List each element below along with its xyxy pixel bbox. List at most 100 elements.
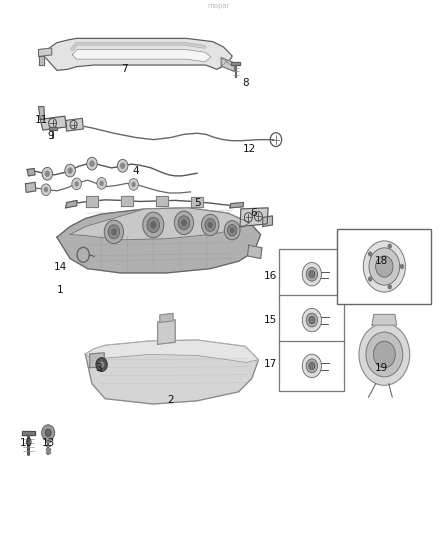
Circle shape (368, 251, 372, 256)
Polygon shape (121, 196, 133, 206)
Circle shape (366, 332, 403, 377)
Polygon shape (160, 313, 173, 322)
Circle shape (208, 222, 213, 228)
Circle shape (400, 264, 404, 269)
Polygon shape (247, 245, 262, 259)
Polygon shape (86, 196, 98, 207)
Polygon shape (39, 56, 44, 65)
Text: 8: 8 (242, 78, 249, 87)
Polygon shape (40, 116, 67, 130)
Circle shape (131, 182, 136, 187)
Circle shape (306, 313, 318, 327)
Polygon shape (230, 203, 244, 208)
Polygon shape (240, 208, 268, 227)
Polygon shape (39, 107, 45, 119)
Text: 16: 16 (264, 271, 277, 281)
Circle shape (306, 359, 318, 373)
Circle shape (181, 219, 187, 227)
Circle shape (174, 211, 194, 235)
Circle shape (302, 354, 321, 377)
Circle shape (45, 171, 50, 177)
Circle shape (205, 219, 215, 231)
Text: 3: 3 (95, 363, 102, 373)
Text: 10: 10 (20, 439, 33, 448)
Text: 6: 6 (251, 208, 258, 218)
Circle shape (306, 268, 318, 281)
Text: 11: 11 (35, 115, 48, 125)
Circle shape (65, 164, 75, 177)
Text: 4: 4 (132, 166, 139, 175)
Polygon shape (22, 431, 35, 435)
Text: 12: 12 (243, 144, 256, 154)
Circle shape (74, 181, 79, 187)
Circle shape (89, 160, 95, 167)
Polygon shape (231, 62, 240, 65)
Text: 18: 18 (374, 256, 388, 266)
Circle shape (309, 362, 315, 370)
Circle shape (178, 216, 190, 230)
Circle shape (143, 212, 164, 238)
Text: mopar: mopar (208, 3, 230, 9)
Polygon shape (66, 118, 83, 131)
Circle shape (373, 341, 395, 368)
Circle shape (42, 425, 55, 441)
Bar (337, 229, 431, 304)
Text: 1: 1 (57, 286, 64, 295)
Text: 9: 9 (47, 131, 54, 141)
Circle shape (99, 181, 104, 186)
Circle shape (388, 284, 392, 289)
Circle shape (224, 221, 240, 240)
Polygon shape (27, 168, 35, 176)
Circle shape (302, 263, 321, 286)
Text: 15: 15 (264, 315, 277, 325)
Polygon shape (158, 320, 175, 344)
Polygon shape (46, 448, 50, 450)
Circle shape (302, 308, 321, 332)
Circle shape (111, 228, 117, 236)
Circle shape (309, 271, 315, 278)
Circle shape (368, 277, 372, 282)
Polygon shape (46, 441, 50, 442)
Bar (279, 249, 344, 300)
Circle shape (97, 177, 106, 189)
Circle shape (44, 187, 48, 192)
Polygon shape (156, 196, 168, 206)
Circle shape (388, 244, 392, 249)
Circle shape (129, 179, 138, 190)
Text: 5: 5 (194, 198, 201, 207)
Circle shape (117, 159, 128, 172)
Circle shape (230, 228, 234, 233)
Polygon shape (25, 182, 36, 192)
Circle shape (108, 225, 120, 239)
Polygon shape (191, 197, 203, 207)
Polygon shape (85, 340, 258, 404)
Circle shape (120, 163, 125, 169)
Circle shape (104, 220, 124, 244)
Text: 13: 13 (42, 439, 55, 448)
Circle shape (227, 224, 237, 236)
Circle shape (41, 184, 51, 196)
Polygon shape (49, 127, 57, 130)
Circle shape (67, 167, 73, 174)
Circle shape (45, 429, 51, 437)
Circle shape (201, 214, 219, 236)
Bar (279, 341, 344, 391)
Circle shape (72, 178, 81, 190)
Polygon shape (70, 208, 250, 240)
Text: 19: 19 (374, 363, 388, 373)
Circle shape (42, 167, 53, 180)
Circle shape (364, 241, 406, 292)
Circle shape (96, 358, 107, 372)
Polygon shape (66, 200, 77, 208)
Circle shape (376, 256, 393, 277)
Text: 14: 14 (54, 262, 67, 271)
Text: 17: 17 (264, 359, 277, 368)
Polygon shape (72, 50, 211, 62)
Circle shape (99, 361, 104, 368)
Circle shape (369, 248, 399, 285)
Polygon shape (372, 314, 397, 325)
Circle shape (87, 157, 97, 170)
Polygon shape (263, 216, 272, 227)
Circle shape (359, 324, 410, 385)
Circle shape (147, 217, 159, 232)
